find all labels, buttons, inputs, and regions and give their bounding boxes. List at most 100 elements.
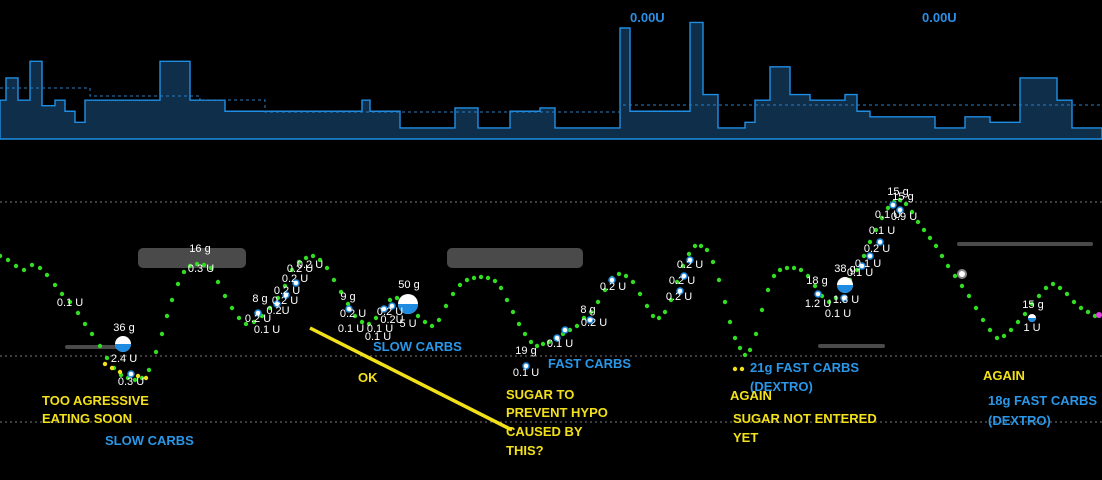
dose-label: 0.3 U <box>118 376 144 388</box>
bolus-marker <box>686 256 694 264</box>
glucose-point <box>181 269 187 275</box>
glucose-point <box>510 309 516 315</box>
dose-label: 15 g <box>887 186 908 198</box>
dose-label: 0.1 U <box>338 323 364 335</box>
glucose-point <box>104 355 110 361</box>
dose-label: 0.9 U <box>891 211 917 223</box>
annotation-text: 18g FAST CARBS <box>988 393 1097 408</box>
glucose-point <box>275 295 281 301</box>
annotation-text: (DEXTRO) <box>750 379 813 394</box>
glucose-point <box>310 253 316 259</box>
glucose-point <box>324 265 330 271</box>
glucose-point <box>616 271 622 277</box>
glucose-point <box>668 297 674 303</box>
glucose-point <box>429 323 435 329</box>
annotation-text: 21g FAST CARBS <box>750 360 859 375</box>
glucose-point <box>52 282 58 288</box>
glucose-point <box>175 281 181 287</box>
annotation-text: OK <box>358 370 378 385</box>
glucose-point <box>1071 299 1077 305</box>
glucose-point <box>289 267 295 273</box>
glucose-point <box>939 253 945 259</box>
dose-label: 2.4 U <box>111 353 137 365</box>
glucose-point <box>1050 281 1056 287</box>
bolus-marker <box>866 252 874 260</box>
glucose-point <box>980 317 986 323</box>
dose-label: 0.2 U <box>864 243 890 255</box>
basal-area <box>0 21 1102 140</box>
glucose-point <box>805 273 811 279</box>
glucose-point <box>1008 327 1014 333</box>
dose-label: 0.2U <box>266 305 289 317</box>
glucose-point <box>44 272 50 278</box>
range-layer <box>65 242 1093 349</box>
glucose-point <box>915 219 921 225</box>
glucose-point <box>485 275 491 281</box>
bolus-half-2 <box>837 285 853 293</box>
dose-label: 0.1 U <box>367 323 393 335</box>
annotation-text: AGAIN <box>730 388 772 403</box>
glucose-point <box>644 303 650 309</box>
annotation-text: SUGAR TO <box>506 387 574 402</box>
glucose-point <box>153 349 159 355</box>
dose-label: 0.2 U <box>297 259 323 271</box>
glucose-point <box>966 293 972 299</box>
basal-layer <box>0 21 1102 140</box>
glucose-point <box>959 283 965 289</box>
glucose-point <box>540 341 546 347</box>
bolus-marker <box>380 305 388 313</box>
dose-label: 0.2 U <box>245 313 271 325</box>
glucose-point <box>716 277 722 283</box>
dose-label: 0.2 U <box>581 317 607 329</box>
glucose-point <box>722 299 728 305</box>
glucose-point <box>867 239 873 245</box>
glucose-point <box>471 275 477 281</box>
glucose-point <box>331 277 337 283</box>
glucose-point <box>296 259 302 265</box>
glucose-point <box>146 367 152 373</box>
glucose-point <box>994 335 1000 341</box>
glucose-point <box>1043 285 1049 291</box>
glucose-point <box>498 285 504 291</box>
glucose-point <box>97 343 103 349</box>
dose-label: 0.1 U <box>547 338 573 350</box>
bolus-marker <box>858 262 866 270</box>
glucose-point <box>222 293 228 299</box>
glucose-point <box>879 215 885 221</box>
glucose-point <box>1029 301 1035 307</box>
bolus-marker <box>586 316 594 324</box>
glucose-point <box>798 267 804 273</box>
dose-label: 0.1 U <box>855 258 881 270</box>
low-glucose-point <box>143 375 149 381</box>
dose-label: 0.1 U <box>57 297 83 309</box>
glucose-point <box>422 319 428 325</box>
temp-target-3 <box>818 344 885 348</box>
glucose-point <box>282 283 288 289</box>
glucose-point <box>1085 309 1091 315</box>
glucose-point <box>1036 293 1042 299</box>
glucose-point <box>164 313 170 319</box>
glucose-point <box>132 377 138 383</box>
glucose-point <box>737 345 743 351</box>
glucose-point <box>581 315 587 321</box>
glucose-point <box>567 327 573 333</box>
bolus-half-0 <box>115 344 131 352</box>
glucose-point <box>698 243 704 249</box>
dose-label: 0.1 U <box>254 324 280 336</box>
glucose-point <box>885 205 891 211</box>
glucose-point <box>903 201 909 207</box>
dose-label: 0.1 U <box>869 225 895 237</box>
glucose-point <box>742 352 748 358</box>
bolus-marker <box>273 300 281 308</box>
glucose-point <box>516 321 522 327</box>
glucose-point <box>759 307 765 313</box>
grid-layer <box>0 201 1102 423</box>
bolus-marker <box>896 206 904 214</box>
glucose-point <box>595 299 601 305</box>
basal-label-2: 0.00U <box>922 10 957 25</box>
glucose-point <box>897 197 903 203</box>
bolus-marker <box>608 276 616 284</box>
glucose-point <box>492 278 498 284</box>
glucose-point <box>89 331 95 337</box>
